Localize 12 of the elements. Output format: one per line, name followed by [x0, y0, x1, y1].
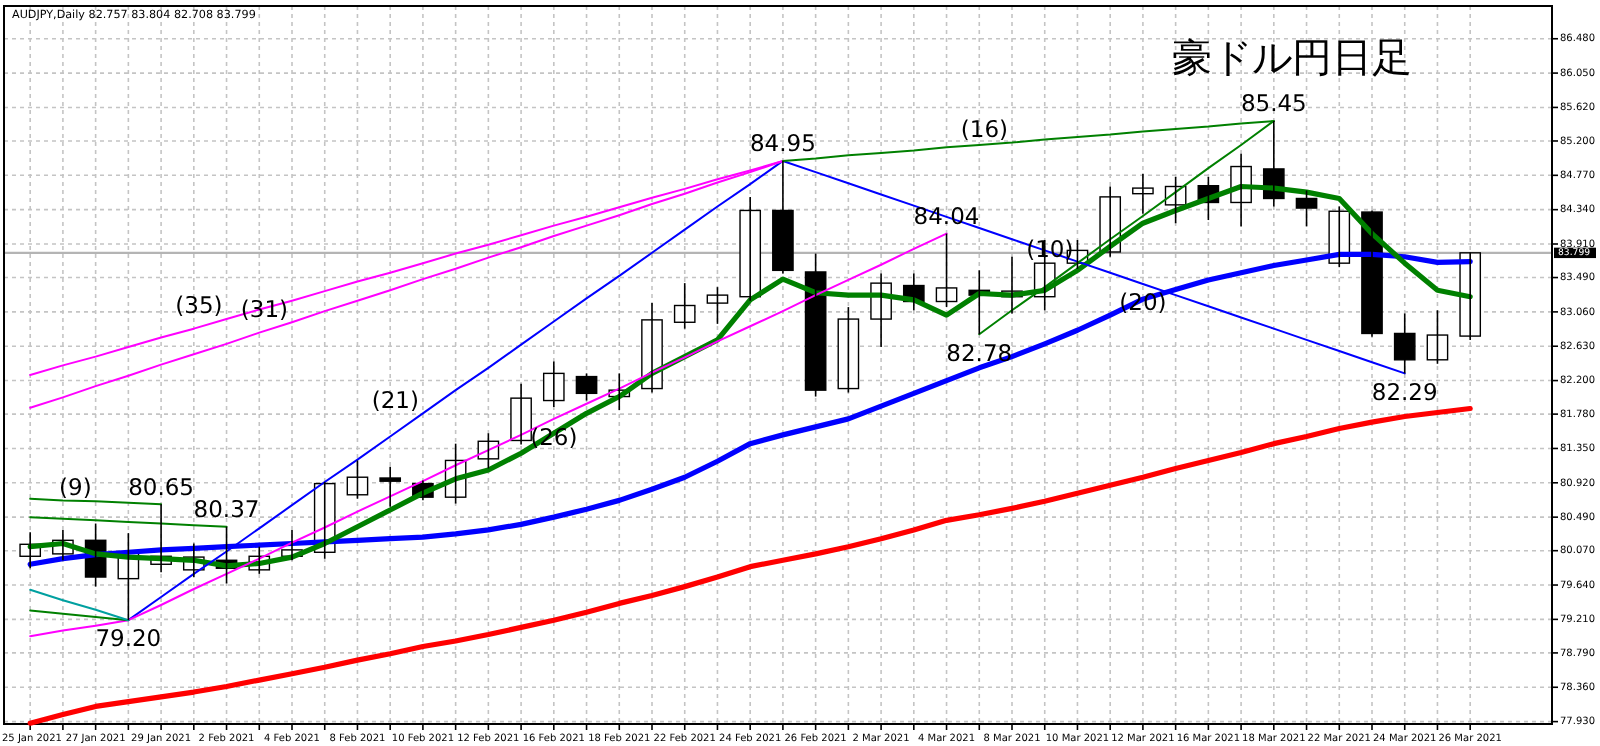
annotation: 79.20 [95, 624, 162, 653]
annotation: (9) [59, 473, 92, 502]
annotation: (21) [371, 385, 419, 414]
annotation: 80.37 [193, 495, 260, 524]
annotation: 80.65 [128, 472, 195, 501]
annotation: (35) [175, 291, 223, 320]
text: 豪ドル円日足 [1172, 32, 1412, 81]
annotation: 84.95 [749, 129, 816, 158]
annotation: 85.45 [1240, 89, 1307, 118]
annotation: 82.29 [1371, 377, 1438, 406]
annotation: (16) [960, 114, 1008, 143]
annotation: 82.78 [946, 338, 1013, 367]
